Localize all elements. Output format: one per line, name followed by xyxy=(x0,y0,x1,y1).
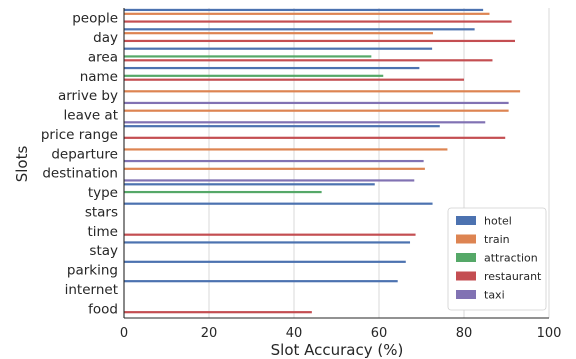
bar-attraction-name xyxy=(124,74,384,77)
slot-label-stay: stay xyxy=(89,243,118,259)
bar-hotel-internet xyxy=(124,280,398,283)
legend-swatch-taxi xyxy=(456,290,476,299)
legend-label-hotel: hotel xyxy=(484,215,512,228)
bar-train-destination xyxy=(124,167,425,170)
y-axis-title: Slots xyxy=(13,146,31,183)
bar-hotel-type xyxy=(124,183,375,186)
slot-label-stars: stars xyxy=(85,204,118,220)
axes-group xyxy=(123,8,549,319)
slot-label-price-range: price range xyxy=(41,127,118,143)
bar-hotel-people xyxy=(124,8,484,12)
legend: hotel train attraction restaurant taxi xyxy=(447,207,547,311)
legend-label-attraction: attraction xyxy=(484,252,538,265)
legend-label-train: train xyxy=(484,233,510,246)
bar-restaurant-time xyxy=(124,233,416,236)
slot-label-time: time xyxy=(87,224,118,240)
slot-labels: people day area name arrive by leave at price … xyxy=(41,11,118,318)
slot-label-area: area xyxy=(88,49,118,65)
bar-train-people xyxy=(124,12,490,15)
bar-train-departure xyxy=(124,148,448,151)
slot-label-day: day xyxy=(93,30,118,46)
bar-attraction-type xyxy=(124,190,322,194)
slot-label-leave-at: leave at xyxy=(64,108,118,124)
bar-hotel-area xyxy=(124,47,433,50)
slot-label-food: food xyxy=(88,301,118,317)
x-tick-label-100: 100 xyxy=(537,326,562,341)
x-axis-title: Slot Accuracy (%) xyxy=(271,341,404,359)
bar-taxi-destination xyxy=(124,179,415,182)
bar-restaurant-price-range xyxy=(124,136,506,139)
bar-restaurant-people xyxy=(124,20,512,23)
bar-train-day xyxy=(124,32,433,35)
x-tick-label-40: 40 xyxy=(286,326,303,341)
bar-restaurant-food xyxy=(124,311,312,314)
bar-hotel-parking xyxy=(124,260,406,263)
bar-train-arrive-by xyxy=(124,90,521,93)
slot-label-departure: departure xyxy=(51,146,118,162)
bars-group xyxy=(124,8,521,314)
legend-box xyxy=(447,207,547,311)
slot-label-internet: internet xyxy=(65,282,118,298)
legend-label-taxi: taxi xyxy=(484,289,505,302)
bar-restaurant-area xyxy=(124,59,493,62)
slot-label-type: type xyxy=(88,185,118,201)
bar-hotel-name xyxy=(124,66,420,70)
legend-label-restaurant: restaurant xyxy=(484,270,542,283)
bar-hotel-stay xyxy=(124,241,411,244)
legend-swatch-train xyxy=(456,234,476,244)
bar-taxi-leave-at xyxy=(124,121,486,124)
x-tick-label-0: 0 xyxy=(120,326,128,341)
legend-swatch-restaurant xyxy=(456,271,476,281)
bar-attraction-area xyxy=(124,55,372,58)
bar-restaurant-day xyxy=(124,39,515,43)
x-tick-label-60: 60 xyxy=(371,326,388,341)
bar-hotel-stars xyxy=(124,202,433,205)
bar-train-leave-at xyxy=(124,109,509,112)
bar-restaurant-name xyxy=(124,78,464,81)
legend-swatch-attraction xyxy=(456,253,476,262)
slot-label-arrive-by: arrive by xyxy=(58,88,118,104)
slot-label-destination: destination xyxy=(42,166,118,182)
bar-hotel-price-range xyxy=(124,125,440,128)
x-tick-labels: 0 20 40 60 80 100 xyxy=(120,326,562,341)
slot-label-parking: parking xyxy=(67,263,118,279)
x-tick-label-80: 80 xyxy=(456,326,473,341)
x-tick-label-20: 20 xyxy=(201,326,218,341)
bar-taxi-departure xyxy=(124,159,424,163)
bar-hotel-day xyxy=(124,28,475,31)
slot-label-people: people xyxy=(72,11,118,27)
legend-swatch-hotel xyxy=(456,216,476,225)
slot-label-name: name xyxy=(80,69,118,85)
bar-taxi-arrive-by xyxy=(124,101,509,105)
